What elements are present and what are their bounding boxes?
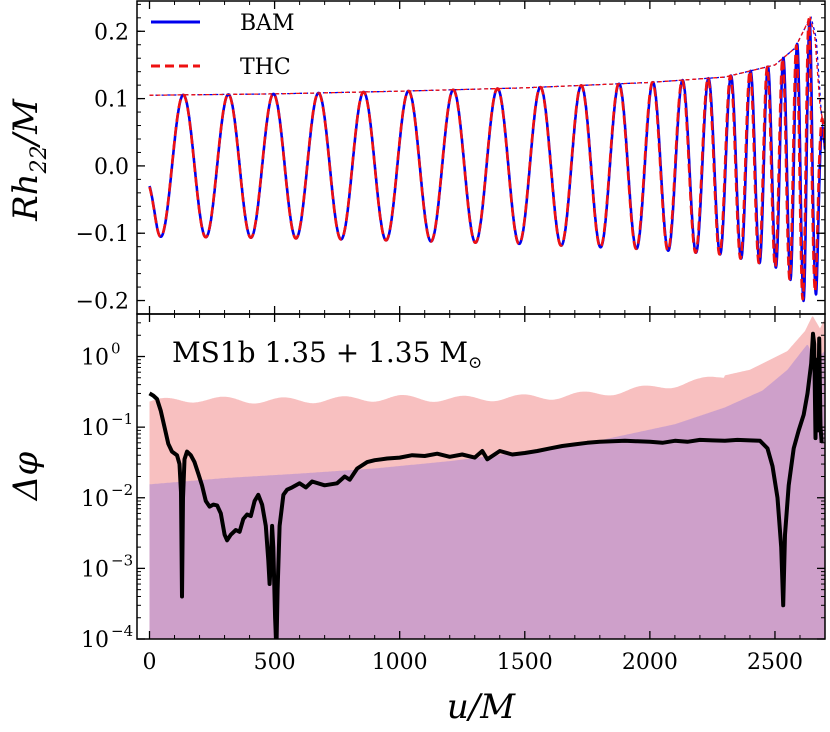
top-frame xyxy=(136,0,826,315)
top-y-axis-label: Rh22/M xyxy=(6,98,52,222)
series-line-thc xyxy=(148,17,825,301)
x-tick-label: 500 xyxy=(254,650,296,675)
x-tick-label: 0 xyxy=(143,650,157,675)
x-tick-label: 1000 xyxy=(372,650,428,675)
bottom-y-tick-label: 10 xyxy=(81,346,109,371)
amplitude-line-thc xyxy=(149,14,825,133)
bottom-y-tick-exponent: −1 xyxy=(111,410,133,428)
bottom-y-tick-label: 10 xyxy=(81,557,109,582)
amplitude-line-bam xyxy=(149,16,825,146)
top-y-tick-label: 0.1 xyxy=(94,88,129,113)
band-error-lower xyxy=(149,344,825,639)
x-tick-labels: 0 500 1000 1500 2000 2500 xyxy=(143,650,803,675)
legend: BAM THC xyxy=(151,11,295,80)
x-tick-label: 2000 xyxy=(622,650,678,675)
top-y-tick-label: 0.2 xyxy=(94,20,129,45)
top-y-tick-labels: −0.2 −0.1 0.0 0.1 0.2 xyxy=(76,20,129,314)
top-panel: −0.2 −0.1 0.0 0.1 0.2 Rh22/M BAM THC xyxy=(6,1,825,315)
top-axis-ticks xyxy=(137,1,825,314)
bottom-y-tick-exponent: 0 xyxy=(111,340,121,358)
bottom-y-tick-exponent: −2 xyxy=(111,481,133,499)
x-axis-label: u/M xyxy=(447,687,516,727)
top-plot-area xyxy=(148,14,825,303)
top-y-tick-label: −0.2 xyxy=(76,290,129,315)
bottom-y-tick-exponent: −3 xyxy=(111,551,133,569)
phase-difference-line xyxy=(148,331,824,639)
legend-label-thc: THC xyxy=(240,55,291,80)
top-y-tick-label: 0.0 xyxy=(94,155,129,180)
x-tick-label: 1500 xyxy=(497,650,553,675)
bottom-y-axis-label: Δφ xyxy=(6,452,46,503)
bottom-frame xyxy=(136,313,826,640)
bottom-plot-area xyxy=(148,316,825,639)
bottom-y-tick-exponent: −4 xyxy=(111,622,133,640)
x-tick-label: 2500 xyxy=(747,650,803,675)
legend-label-bam: BAM xyxy=(240,11,295,36)
annotation: MS1b 1.35 + 1.35 M⊙ xyxy=(172,336,482,373)
top-y-tick-label: −0.1 xyxy=(76,222,129,247)
bottom-y-tick-label: 10 xyxy=(81,416,109,441)
bottom-y-tick-label: 10 xyxy=(81,487,109,512)
bottom-y-tick-label: 10 xyxy=(81,628,109,653)
